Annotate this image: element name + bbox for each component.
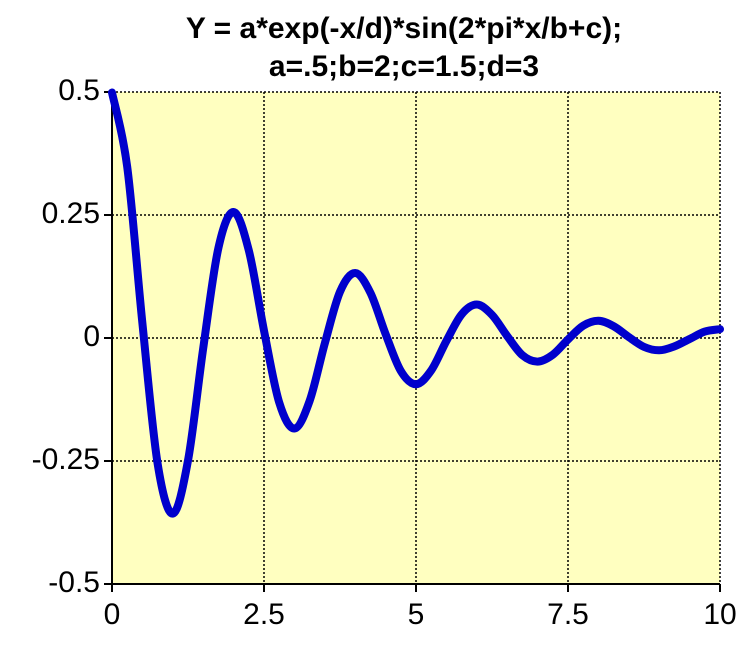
x-tick-label: 0 [104,598,121,631]
x-tick-label: 5 [408,598,425,631]
chart-title: a=.5;b=2;c=1.5;d=3 [269,50,539,83]
y-tick-label: -0.25 [32,443,100,476]
x-tick-label: 10 [703,598,736,631]
y-tick-label: -0.5 [48,566,100,599]
y-tick-label: 0.25 [42,197,100,230]
x-tick-label: 7.5 [547,598,589,631]
chart-title: Y = a*exp(-x/d)*sin(2*pi*x/b+c); [186,12,622,45]
data-line [108,88,724,518]
x-tick-label: 2.5 [243,598,285,631]
y-tick-label: 0 [83,320,100,353]
y-tick-label: 0.5 [58,74,100,107]
